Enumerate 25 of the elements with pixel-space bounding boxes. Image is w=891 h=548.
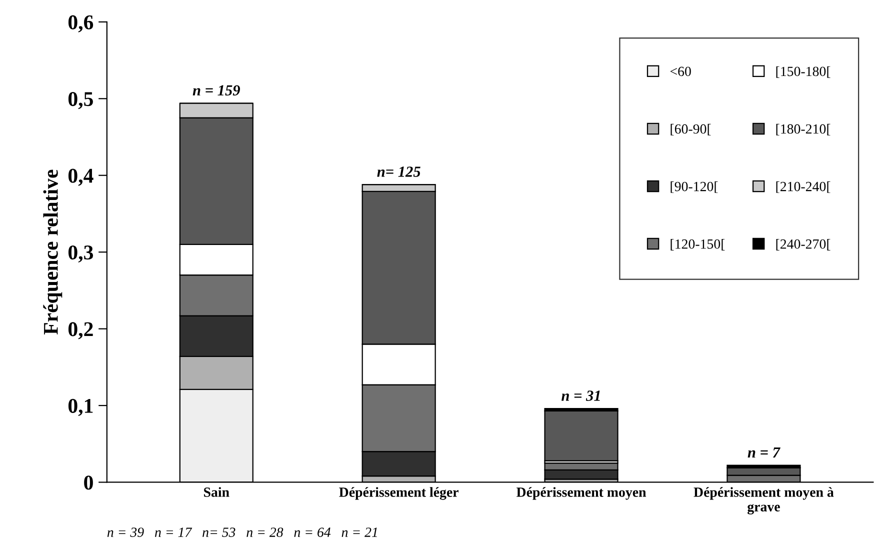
y-tick-label: 0,2	[68, 322, 93, 340]
legend-label: [240-270[	[776, 238, 830, 250]
legend-label: [150-180[	[776, 66, 830, 78]
y-tick-label: 0,3	[68, 245, 94, 263]
y-axis-title: Fréquence relative	[43, 170, 62, 335]
annotation: n= 125	[377, 166, 420, 177]
legend-label: [180-210[	[776, 124, 830, 136]
y-tick-label: 0	[84, 476, 93, 490]
legend-label: <60	[670, 66, 691, 76]
annotation: n = 31	[562, 390, 600, 401]
y-tick-label: 0,1	[68, 398, 93, 416]
x-tick-label: Dépérissement léger	[339, 487, 458, 500]
x-tick-label: Sain	[204, 487, 230, 497]
legend-label: [90-120[	[670, 181, 718, 193]
y-tick-label: 0,5	[68, 92, 93, 110]
y-tick-label: 0,4	[68, 168, 94, 186]
text: n = 39 n = 17 n= 53 n = 28 n = 64 n = 21	[107, 528, 377, 537]
x-tick-label: Dépérissement moyen à grave	[694, 487, 834, 514]
annotation: n = 7	[748, 448, 780, 458]
legend-label: [120-150[	[670, 238, 725, 250]
legend-label: [210-240[	[776, 181, 830, 193]
x-tick-label: Dépérissement moyen	[516, 487, 646, 500]
annotation: n = 159	[192, 85, 240, 96]
y-tick-label: 0,6	[68, 15, 94, 32]
legend-label: [60-90[	[670, 124, 711, 136]
